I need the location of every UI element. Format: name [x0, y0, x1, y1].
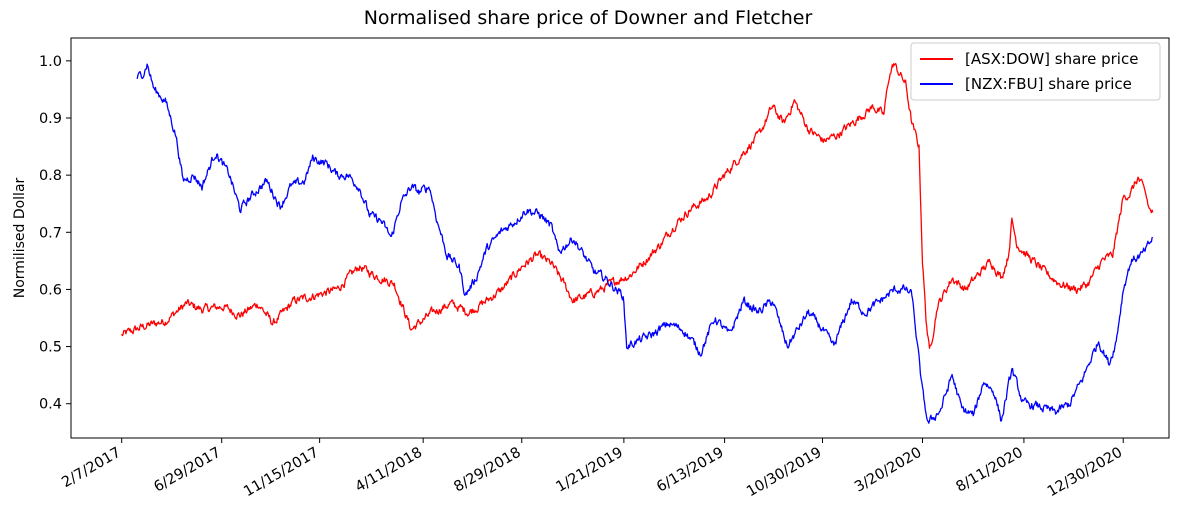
y-axis-label: Normilised Dollar — [12, 177, 28, 298]
y-tick-label: 0.7 — [39, 225, 62, 241]
y-tick-label: 0.6 — [39, 282, 62, 298]
y-tick-label: 0.9 — [39, 111, 62, 127]
series-line-1 — [136, 63, 1154, 424]
legend-box — [910, 42, 1161, 101]
y-tick-label: 0.8 — [39, 168, 62, 184]
series-layer — [121, 62, 1154, 424]
series-line-0 — [121, 62, 1154, 349]
legend: [ASX:DOW] share price [NZX:FBU] share pr… — [910, 42, 1161, 101]
y-tick-label: 1.0 — [39, 54, 62, 70]
y-tick-label: 0.4 — [39, 397, 62, 413]
legend-label-fbu: [NZX:FBU] share price — [965, 75, 1132, 93]
y-axis: 0.4 0.5 0.6 0.7 0.8 0.9 1.0 — [39, 54, 71, 413]
y-tick-label: 0.5 — [39, 340, 62, 356]
chart-title: Normalised share price of Downer and Fle… — [364, 7, 813, 29]
plot-frame — [70, 37, 1170, 439]
legend-label-dow: [ASX:DOW] share price — [965, 50, 1138, 68]
